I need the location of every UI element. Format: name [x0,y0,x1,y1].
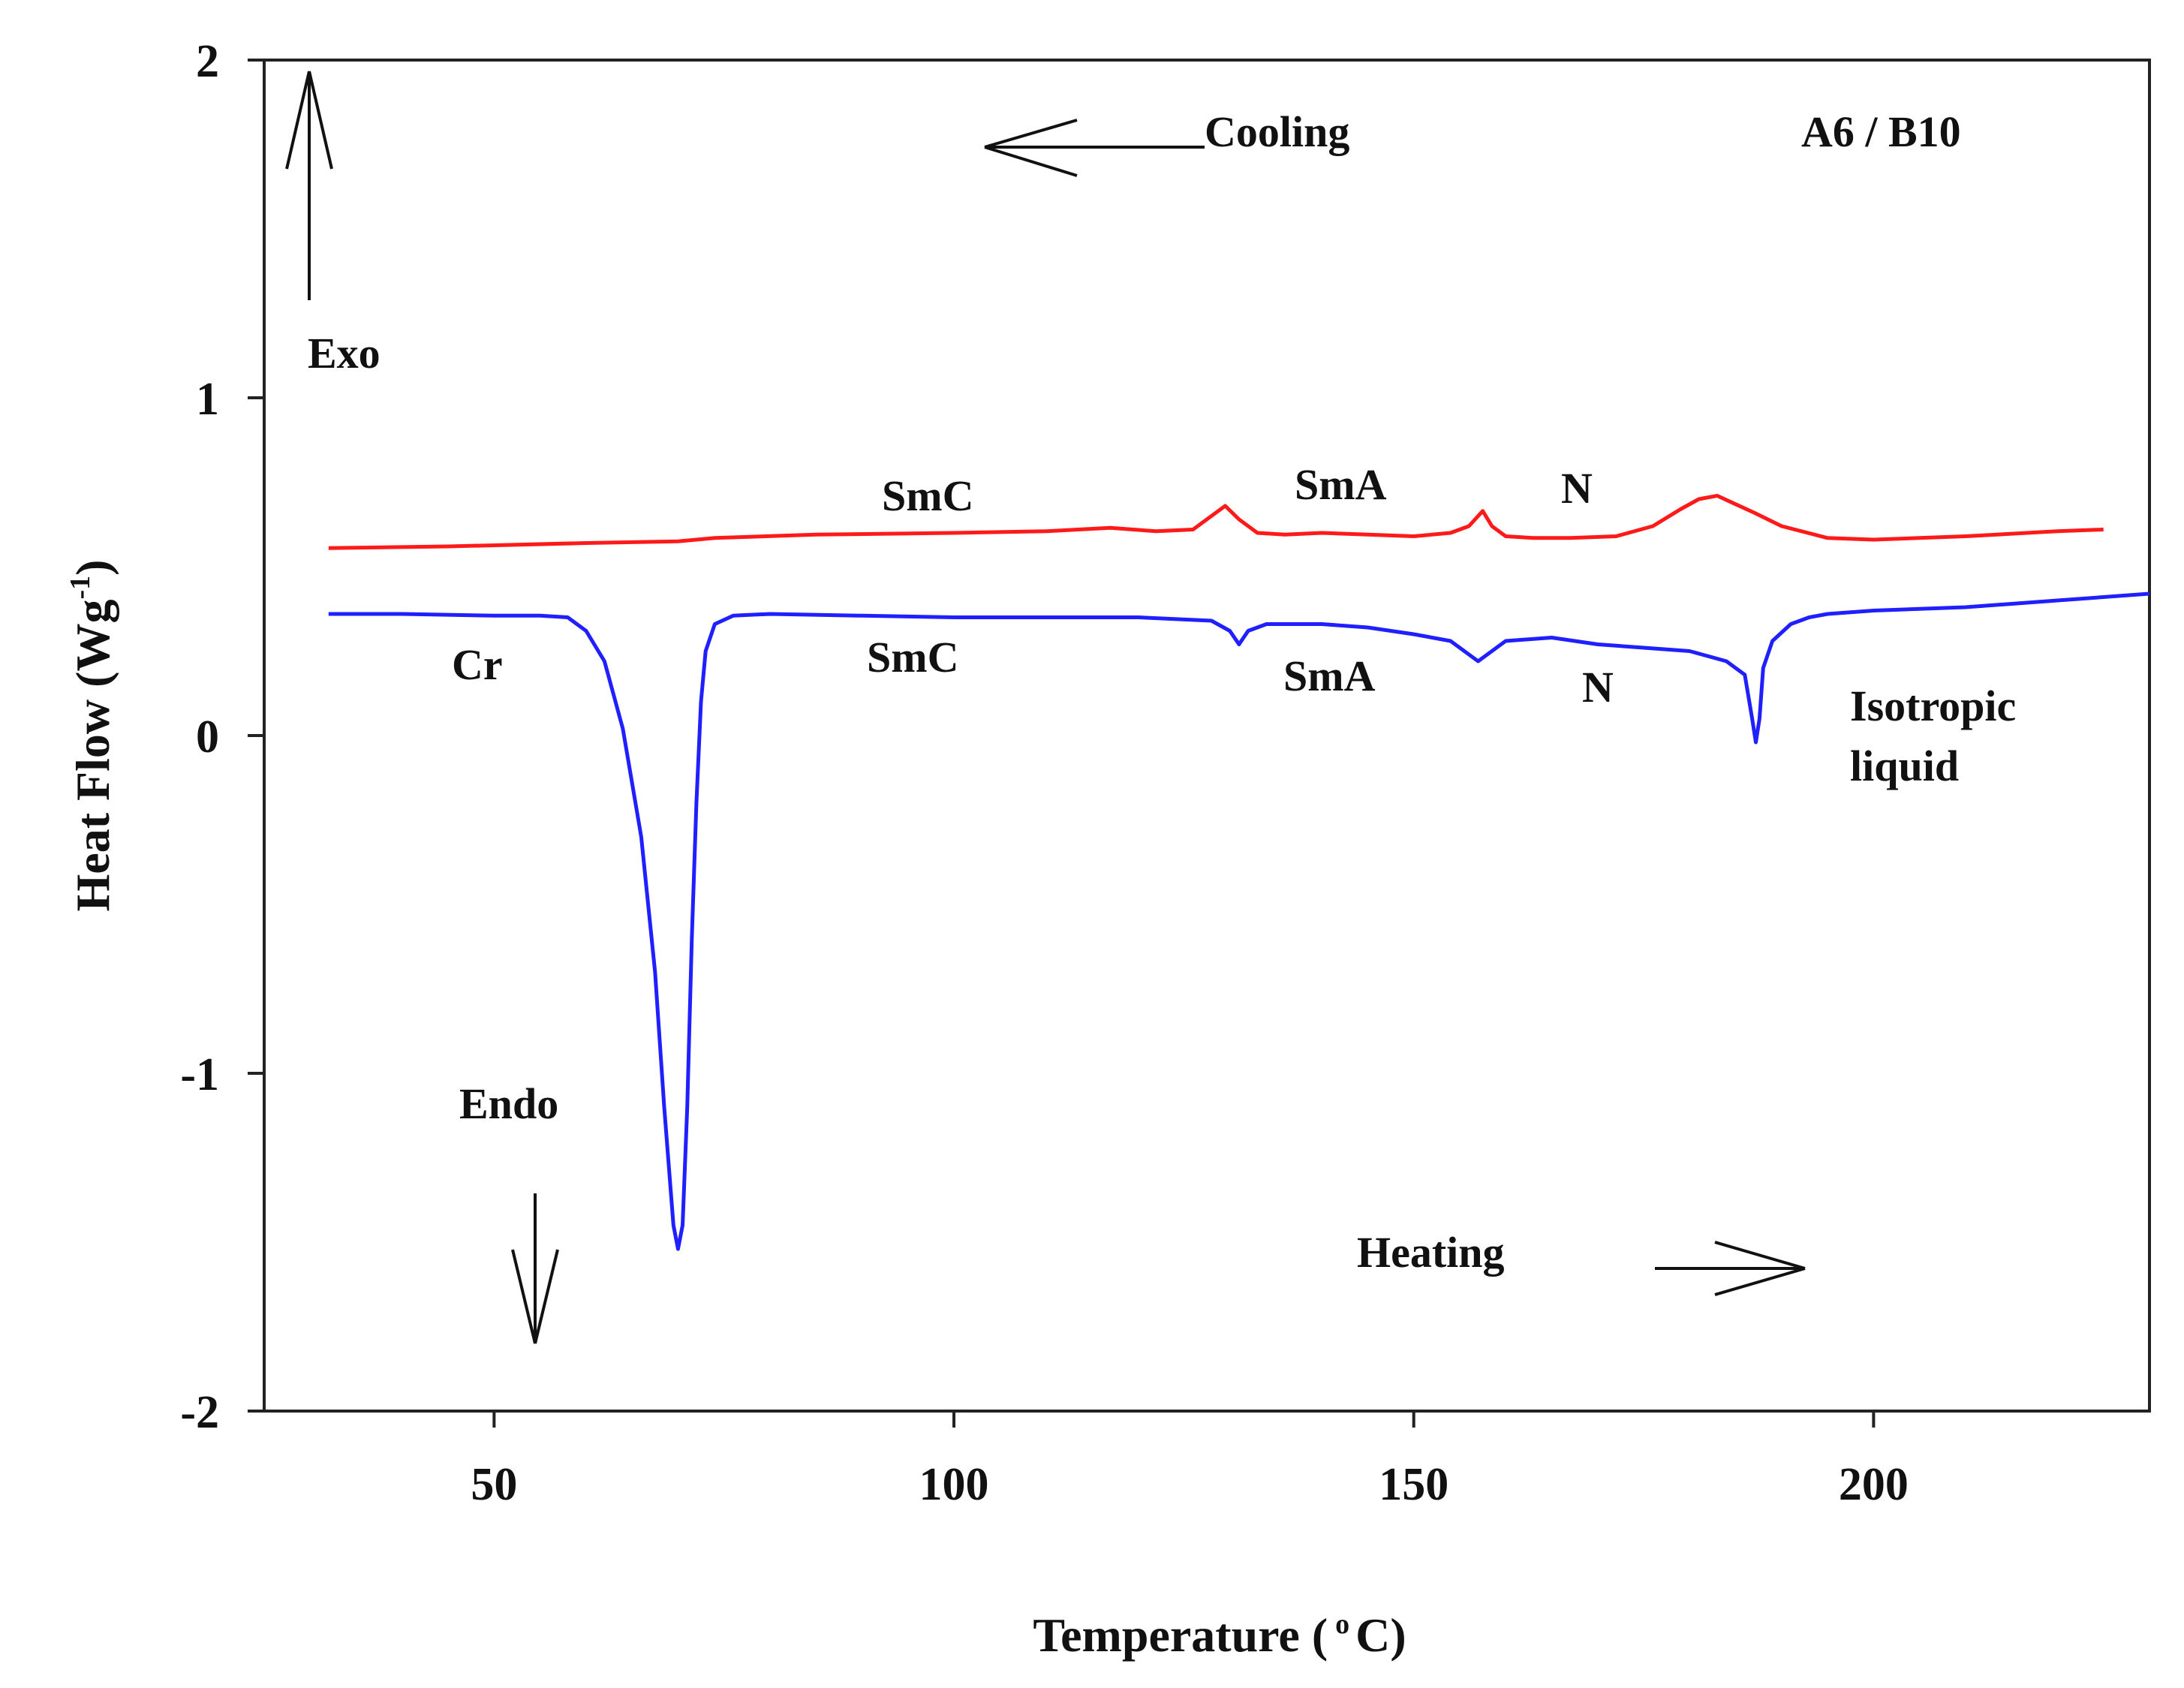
y-axis-title-superscript: -1 [65,576,96,600]
x-tick-label-3: 200 [1839,1459,1909,1510]
y-axis-ticks: -2 -1 0 1 2 [180,36,264,1438]
endo-arrow-icon [511,1193,559,1344]
isotropic-label-line1: Isotropic [1850,682,2016,730]
x-axis-ticks: 50 100 150 200 [471,1411,1909,1510]
cooling-phase-n: N [1561,464,1593,513]
cooling-arrow-icon [984,119,1205,177]
y-tick-label-0: -2 [180,1387,219,1438]
y-axis-title-close: ) [66,560,119,576]
x-axis-title-degree: o [1335,1608,1349,1640]
y-tick-label-2: 0 [196,712,219,763]
y-tick-label-4: 2 [196,36,219,87]
endo-label: Endo [459,1079,558,1128]
heating-phase-cr: Cr [452,640,503,689]
heating-phase-n: N [1582,663,1614,712]
exo-arrow-icon [285,71,333,300]
cooling-phase-smc: SmC [882,471,973,520]
x-tick-label-1: 100 [919,1459,989,1510]
x-tick-label-2: 150 [1379,1459,1448,1510]
x-axis-title-open: ( [1312,1608,1328,1662]
x-tick-label-0: 50 [471,1459,517,1510]
y-tick-label-3: 1 [196,374,219,425]
isotropic-label-line2: liquid [1850,742,1959,790]
heating-phase-sma: SmA [1283,651,1376,700]
cooling-phase-sma: SmA [1295,460,1387,509]
heating-label: Heating [1357,1228,1505,1277]
y-tick-label-1: -1 [180,1049,219,1100]
heating-arrow-icon [1655,1241,1806,1296]
y-axis-title-main: Heat Flow (Wg [66,600,119,912]
x-axis-title-main: Temperature [1033,1608,1300,1662]
heating-phase-smc: SmC [867,633,958,682]
series-line-heating [328,591,2150,1251]
series-line-cooling [328,494,2104,550]
y-axis-title: Heat Flow (Wg-1) [65,560,119,912]
exo-label: Exo [308,329,381,378]
x-axis-title-unit: C) [1355,1608,1406,1662]
cooling-label: Cooling [1205,107,1349,156]
x-axis-title: Temperature (o C) [1033,1608,1406,1662]
plot-frame [263,59,2151,1413]
sample-label: A6 / B10 [1801,107,1961,156]
